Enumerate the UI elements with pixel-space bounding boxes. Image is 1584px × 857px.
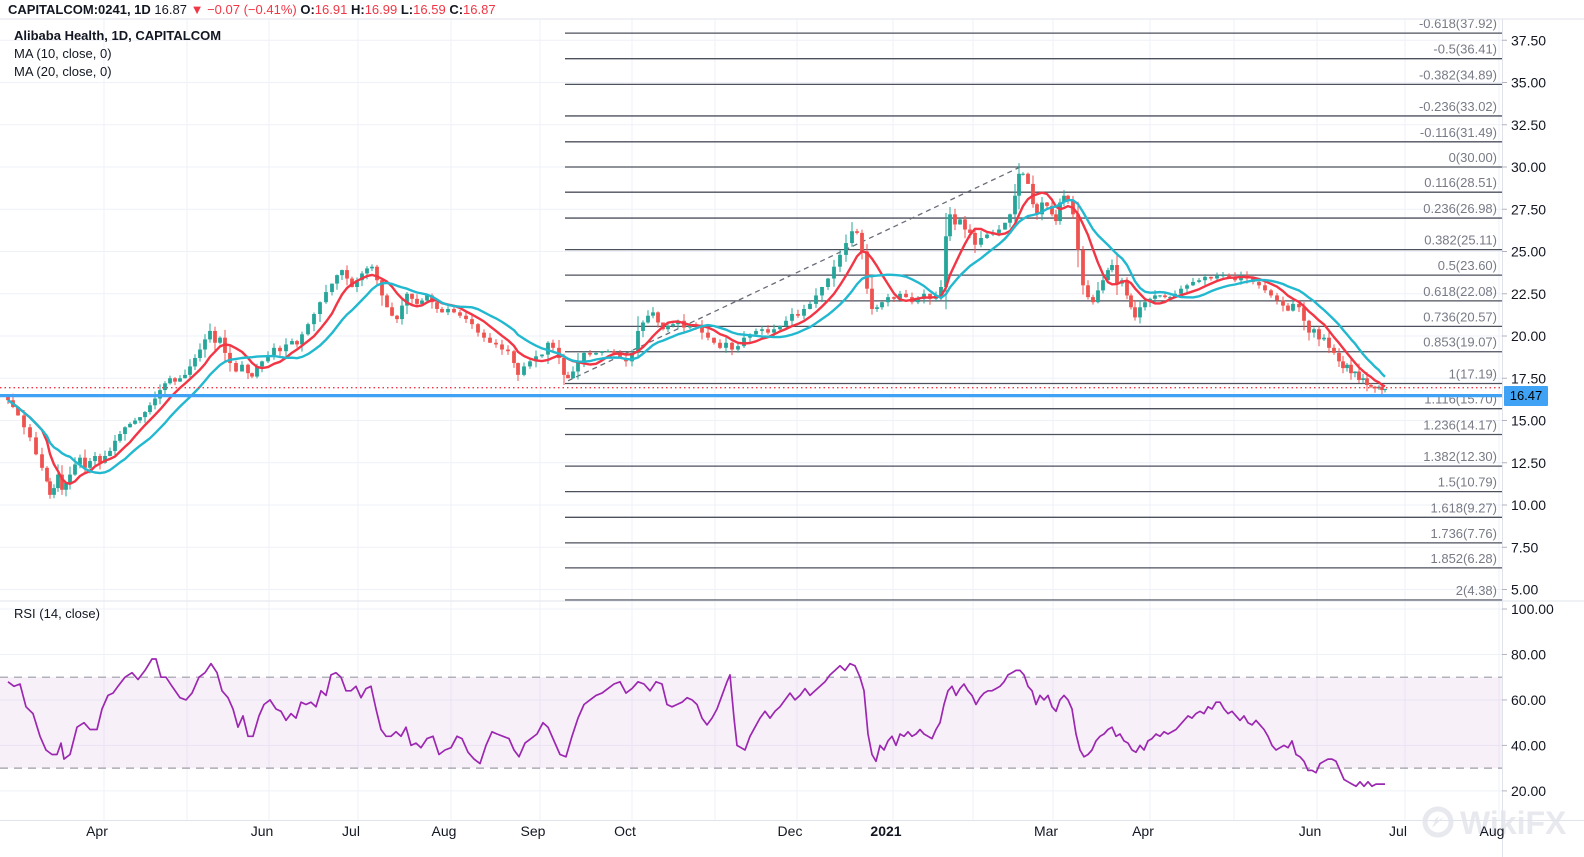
- pane-separators: [0, 18, 1584, 857]
- high-label: H:: [350, 2, 365, 17]
- svg-text:Aug: Aug: [432, 823, 457, 839]
- down-arrow-icon: ▼: [190, 2, 204, 17]
- symbol-name: CAPITALCOM:0241, 1D: [8, 2, 151, 17]
- gridline-layer: [0, 19, 1502, 820]
- svg-text:1.382(12.30): 1.382(12.30): [1423, 449, 1497, 464]
- svg-text:Mar: Mar: [1034, 823, 1058, 839]
- rsi-legend[interactable]: RSI (14, close): [14, 606, 100, 621]
- svg-text:60.00: 60.00: [1511, 692, 1546, 708]
- close-value: 16.87: [463, 2, 496, 17]
- chart-legend: Alibaba Health, 1D, CAPITALCOM MA (10, c…: [14, 27, 221, 81]
- svg-text:Dec: Dec: [778, 823, 803, 839]
- symbol-header: CAPITALCOM:0241, 1D 16.87 ▼ −0.07 (−0.41…: [8, 1, 496, 18]
- svg-text:-0.116(31.49): -0.116(31.49): [1420, 125, 1497, 140]
- svg-text:20.00: 20.00: [1511, 783, 1546, 799]
- svg-text:0.236(26.98): 0.236(26.98): [1423, 201, 1497, 216]
- legend-ma20[interactable]: MA (20, close, 0): [14, 64, 112, 79]
- svg-text:15.00: 15.00: [1511, 413, 1546, 429]
- svg-text:Apr: Apr: [1132, 823, 1154, 839]
- rsi-line[interactable]: [7, 658, 1385, 788]
- svg-text:0.116(28.51): 0.116(28.51): [1424, 175, 1497, 190]
- ma20-line[interactable]: [7, 199, 1386, 475]
- fib-retracement-layer[interactable]: -0.618(37.92) -0.5(36.41) -0.382(34.89) -0.…: [565, 16, 1502, 601]
- price-axis-badge: 16.47: [1504, 385, 1548, 406]
- svg-text:Jul: Jul: [1389, 823, 1407, 839]
- svg-text:12.50: 12.50: [1511, 455, 1546, 471]
- legend-symbol-title[interactable]: Alibaba Health, 1D, CAPITALCOM: [14, 28, 222, 43]
- svg-text:22.50: 22.50: [1511, 286, 1546, 302]
- svg-text:32.50: 32.50: [1511, 117, 1546, 133]
- svg-text:0(30.00): 0(30.00): [1449, 150, 1497, 165]
- svg-text:0.853(19.07): 0.853(19.07): [1423, 335, 1497, 350]
- svg-text:5.00: 5.00: [1511, 582, 1538, 598]
- watermark-logo: WikiFX: [1422, 805, 1567, 841]
- svg-text:1(17.19): 1(17.19): [1449, 366, 1497, 381]
- svg-text:1.116(15.70): 1.116(15.70): [1424, 392, 1497, 407]
- ma10-line[interactable]: [7, 191, 1386, 485]
- svg-text:1.736(7.76): 1.736(7.76): [1431, 526, 1498, 541]
- svg-text:80.00: 80.00: [1511, 646, 1546, 662]
- svg-text:WikiFX: WikiFX: [1460, 805, 1567, 841]
- svg-text:Apr: Apr: [86, 823, 108, 839]
- svg-text:27.50: 27.50: [1511, 201, 1546, 217]
- svg-text:Jun: Jun: [1299, 823, 1322, 839]
- svg-text:20.00: 20.00: [1511, 328, 1546, 344]
- svg-text:1.618(9.27): 1.618(9.27): [1431, 500, 1498, 515]
- svg-text:37.50: 37.50: [1511, 32, 1546, 48]
- svg-text:1.236(14.17): 1.236(14.17): [1423, 418, 1497, 433]
- svg-text:1.5(10.79): 1.5(10.79): [1438, 475, 1497, 490]
- candlestick-series[interactable]: [6, 163, 1387, 499]
- svg-text:Jun: Jun: [251, 823, 274, 839]
- svg-text:0.736(20.57): 0.736(20.57): [1423, 309, 1497, 324]
- rsi-band: [0, 676, 1502, 769]
- svg-text:17.50: 17.50: [1511, 370, 1546, 386]
- svg-text:0.5(23.60): 0.5(23.60): [1438, 258, 1497, 273]
- open-value: 16.91: [314, 2, 348, 17]
- svg-text:0.618(22.08): 0.618(22.08): [1423, 284, 1497, 299]
- legend-ma10[interactable]: MA (10, close, 0): [14, 46, 112, 61]
- svg-text:0.382(25.11): 0.382(25.11): [1424, 233, 1497, 248]
- time-axis[interactable]: Apr Jun Jul Aug Sep Oct Dec 2021 Mar Apr Jun Jul Aug: [86, 823, 1504, 839]
- price-change: −0.07 (−0.41%): [207, 2, 297, 17]
- last-price: 16.87: [154, 2, 187, 17]
- svg-text:7.50: 7.50: [1511, 539, 1538, 555]
- svg-text:25.00: 25.00: [1511, 244, 1546, 260]
- svg-text:100.00: 100.00: [1511, 601, 1554, 617]
- svg-text:-0.5(36.41): -0.5(36.41): [1433, 42, 1497, 57]
- svg-text:Sep: Sep: [521, 823, 546, 839]
- svg-text:1.852(6.28): 1.852(6.28): [1431, 551, 1498, 566]
- svg-text:2021: 2021: [870, 823, 901, 839]
- svg-text:Oct: Oct: [614, 823, 636, 839]
- svg-text:10.00: 10.00: [1511, 497, 1546, 513]
- svg-text:40.00: 40.00: [1511, 737, 1546, 753]
- svg-text:Aug: Aug: [1480, 823, 1505, 839]
- svg-text:35.00: 35.00: [1511, 75, 1546, 91]
- svg-text:-0.618(37.92): -0.618(37.92): [1419, 16, 1497, 31]
- close-label: C:: [449, 2, 464, 17]
- svg-text:30.00: 30.00: [1511, 159, 1546, 175]
- high-value: 16.99: [364, 2, 398, 17]
- open-label: O:: [300, 2, 315, 17]
- svg-text:Jul: Jul: [342, 823, 360, 839]
- svg-text:-0.382(34.89): -0.382(34.89): [1419, 67, 1497, 82]
- price-axis[interactable]: 37.50 35.00 32.50 30.00 27.50 25.00 22.50 20.00…: [1502, 32, 1554, 799]
- svg-text:-0.236(33.02): -0.236(33.02): [1419, 99, 1497, 114]
- low-label: L:: [400, 2, 414, 17]
- svg-text:2(4.38): 2(4.38): [1456, 583, 1497, 598]
- low-value: 16.59: [413, 2, 446, 17]
